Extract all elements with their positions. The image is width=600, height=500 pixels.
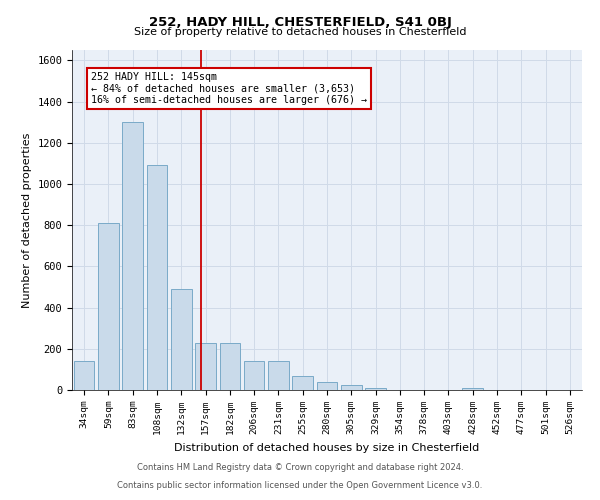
- Bar: [268, 361, 289, 390]
- Text: Size of property relative to detached houses in Chesterfield: Size of property relative to detached ho…: [134, 27, 466, 37]
- Bar: [220, 342, 240, 390]
- Bar: [292, 376, 313, 390]
- Bar: [244, 361, 265, 390]
- Bar: [146, 166, 167, 390]
- Bar: [317, 382, 337, 390]
- Y-axis label: Number of detached properties: Number of detached properties: [22, 132, 32, 308]
- Bar: [341, 385, 362, 390]
- Text: Contains public sector information licensed under the Open Government Licence v3: Contains public sector information licen…: [118, 481, 482, 490]
- Bar: [98, 223, 119, 390]
- Bar: [171, 289, 191, 390]
- Bar: [195, 342, 216, 390]
- X-axis label: Distribution of detached houses by size in Chesterfield: Distribution of detached houses by size …: [175, 442, 479, 452]
- Bar: [365, 388, 386, 390]
- Bar: [463, 388, 483, 390]
- Text: 252, HADY HILL, CHESTERFIELD, S41 0BJ: 252, HADY HILL, CHESTERFIELD, S41 0BJ: [149, 16, 451, 29]
- Text: Contains HM Land Registry data © Crown copyright and database right 2024.: Contains HM Land Registry data © Crown c…: [137, 464, 463, 472]
- Bar: [74, 361, 94, 390]
- Bar: [122, 122, 143, 390]
- Text: 252 HADY HILL: 145sqm
← 84% of detached houses are smaller (3,653)
16% of semi-d: 252 HADY HILL: 145sqm ← 84% of detached …: [91, 72, 367, 105]
